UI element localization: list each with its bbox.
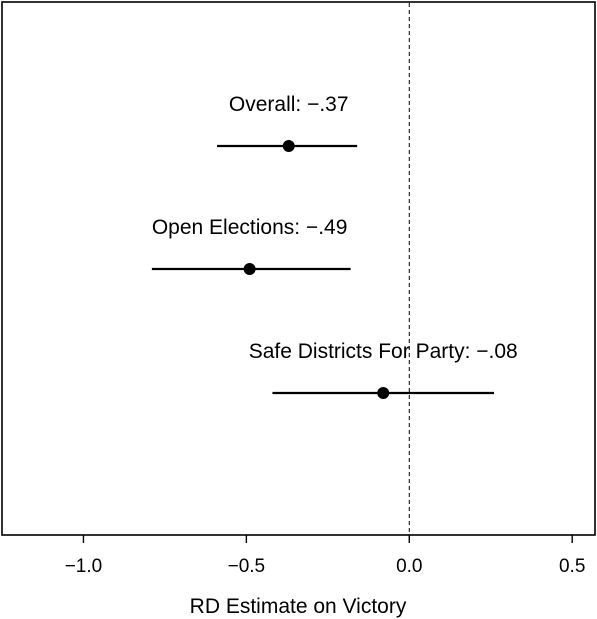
estimate-row: Open Elections: −.49 bbox=[152, 216, 351, 275]
point-estimate bbox=[377, 387, 390, 399]
point-estimate bbox=[243, 263, 256, 275]
estimate-row: Overall: −.37 bbox=[217, 93, 358, 152]
estimate-row: Safe Districts For Party: −.08 bbox=[249, 340, 518, 399]
point-label: Open Elections: −.49 bbox=[152, 216, 348, 239]
x-tick-label: 0.5 bbox=[559, 556, 585, 577]
x-axis-title: RD Estimate on Victory bbox=[190, 595, 407, 618]
x-tick-label: −1.0 bbox=[65, 556, 103, 577]
plot-marks: Overall: −.37 Open Elections: −.49 Safe Di… bbox=[152, 93, 518, 399]
x-tick-label: 0.0 bbox=[396, 556, 422, 577]
point-label: Safe Districts For Party: −.08 bbox=[249, 340, 518, 363]
point-label: Overall: −.37 bbox=[229, 93, 349, 116]
x-tick-label: −0.5 bbox=[228, 556, 266, 577]
x-axis: −1.0 −0.5 0.0 0.5 bbox=[65, 535, 585, 577]
point-estimate bbox=[282, 140, 295, 152]
